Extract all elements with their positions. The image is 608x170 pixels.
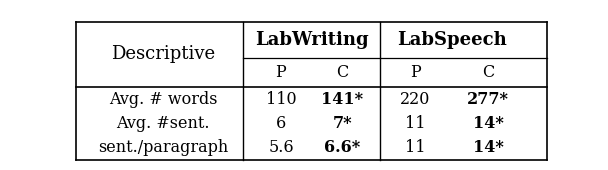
Text: 110: 110 xyxy=(266,91,296,108)
Text: 7*: 7* xyxy=(333,115,352,132)
Text: 14*: 14* xyxy=(473,139,504,156)
Text: 14*: 14* xyxy=(473,115,504,132)
Text: 6: 6 xyxy=(276,115,286,132)
Text: 11: 11 xyxy=(405,115,426,132)
Text: 220: 220 xyxy=(400,91,430,108)
Text: Avg. #sent.: Avg. #sent. xyxy=(116,115,210,132)
Text: 5.6: 5.6 xyxy=(268,139,294,156)
Text: LabWriting: LabWriting xyxy=(255,31,368,49)
Text: Descriptive: Descriptive xyxy=(111,45,215,63)
Text: P: P xyxy=(275,64,286,81)
Text: C: C xyxy=(336,64,348,81)
Text: 6.6*: 6.6* xyxy=(324,139,361,156)
Text: C: C xyxy=(482,64,494,81)
Text: LabSpeech: LabSpeech xyxy=(397,31,506,49)
Text: P: P xyxy=(410,64,421,81)
Text: 11: 11 xyxy=(405,139,426,156)
Text: 277*: 277* xyxy=(468,91,510,108)
Text: 141*: 141* xyxy=(321,91,364,108)
Text: sent./paragraph: sent./paragraph xyxy=(98,139,228,156)
Text: Avg. # words: Avg. # words xyxy=(109,91,218,108)
